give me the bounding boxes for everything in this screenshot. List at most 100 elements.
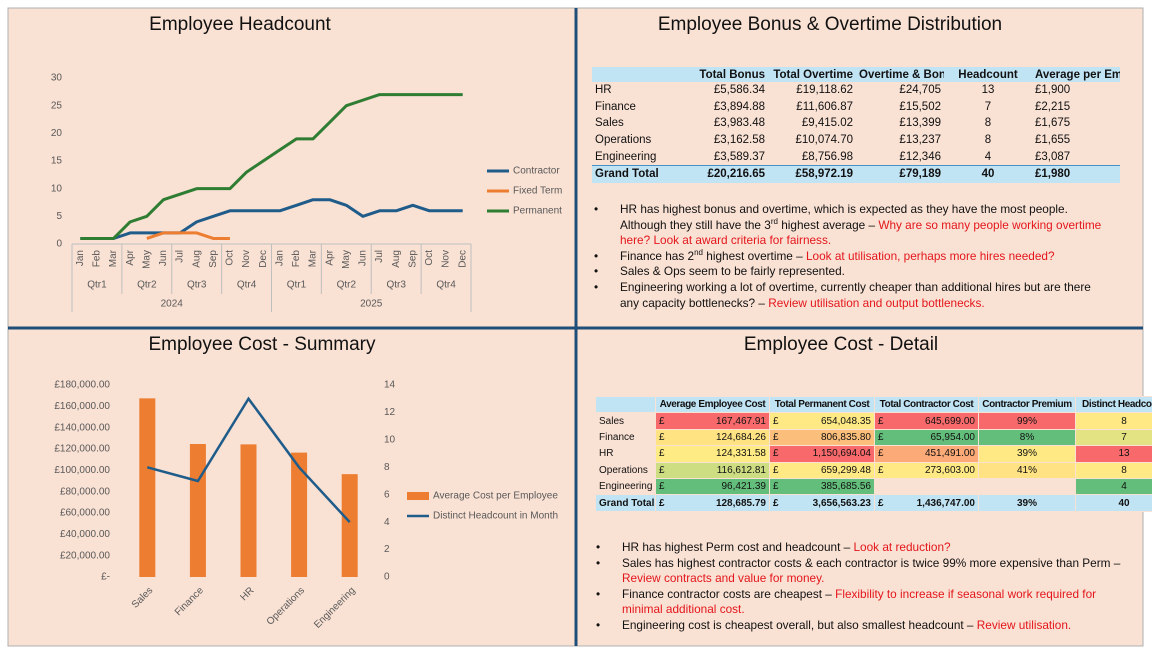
- cell: £5,586.34: [713, 84, 765, 97]
- currency: £: [773, 497, 779, 509]
- x-tick-label: Apr: [125, 249, 136, 265]
- value: 167,467.91: [715, 415, 766, 427]
- cell: £11,606.87: [796, 100, 853, 113]
- x-tick-label: Dec: [258, 250, 269, 268]
- value: 124,684.26: [715, 431, 766, 443]
- currency: £: [878, 448, 884, 460]
- quarter-label: Qtr3: [187, 280, 207, 291]
- cell: 39%: [978, 445, 1076, 463]
- x-tick-label: May: [141, 250, 152, 269]
- y-tick-label: £120,000.00: [54, 444, 110, 455]
- action-text: Look at utilisation, perhaps more hires …: [805, 248, 1055, 263]
- bullet-text: HR has highest Perm cost and headcount –: [622, 540, 854, 554]
- cell: Engineering: [595, 150, 657, 163]
- superscript: rd: [770, 216, 778, 226]
- currency: £: [773, 448, 779, 460]
- x-tick-label: Aug: [391, 250, 402, 268]
- bullet-text: Finance contractor costs are cheapest –: [622, 586, 836, 601]
- cell: £1,980: [1032, 164, 1120, 183]
- cell: £116,612.81: [655, 461, 770, 479]
- value: 13: [1118, 448, 1130, 460]
- cell: £13,237: [899, 134, 941, 147]
- cell: £19,118.62: [796, 84, 853, 97]
- y2-tick-label: 12: [384, 407, 396, 418]
- y-tick-label: £20,000.00: [60, 550, 110, 561]
- panel-title: Employee Bonus & Overtime Distribution: [658, 14, 1002, 35]
- cell: 39%: [978, 494, 1076, 512]
- cell: 8: [1075, 461, 1152, 479]
- value: 99%: [1016, 415, 1037, 427]
- x-tick-label: Dec: [457, 250, 468, 268]
- cell: 99%: [978, 412, 1076, 430]
- bonus-notes: HR has highest bonus and overtime, which…: [592, 202, 1107, 311]
- cell: [874, 477, 979, 496]
- bullet-text: Finance has 2: [620, 248, 695, 263]
- chart-title: Employee Headcount: [149, 14, 331, 35]
- x-tick-label: Oct: [424, 250, 435, 266]
- cell: £2,215: [1035, 100, 1071, 113]
- cell: £1,900: [1035, 84, 1071, 97]
- cell: £124,331.58: [655, 445, 770, 463]
- value: 7: [1121, 431, 1127, 443]
- table-row: Sales £3,983.48 £9,415.02 £13,399 8 £1,675: [592, 115, 1120, 132]
- bullet: Engineering working a lot of overtime, c…: [592, 280, 1107, 311]
- bullet-text: Engineering working a lot of overtime, c…: [620, 279, 1091, 310]
- bullet: HR has highest Perm cost and headcount –…: [594, 540, 1124, 556]
- value: 40: [1118, 497, 1130, 509]
- table-row: HR £5,586.34 £19,118.62 £24,705 13 £1,900: [592, 82, 1120, 99]
- bar: [291, 452, 308, 577]
- total-row: Grand Total £20,216.65 £58,972.19 £79,189 40…: [592, 164, 1120, 183]
- cell: £1,150,694.04: [769, 445, 875, 463]
- y2-tick-label: 0: [384, 572, 390, 583]
- currency: £: [773, 415, 779, 427]
- value: 8%: [1019, 431, 1035, 443]
- x-tick-label: Mar: [108, 249, 119, 267]
- table-row: Finance £3,894.88 £11,606.87 £15,502 7 £2,215: [592, 99, 1120, 116]
- x-tick-label: May: [341, 250, 352, 269]
- y-tick-label: 15: [51, 156, 63, 167]
- chart-title: Employee Cost - Summary: [148, 334, 376, 355]
- y2-tick-label: 10: [384, 434, 396, 445]
- header-cell: Total Contractor Cost: [874, 395, 979, 414]
- cell: £273,603.00: [874, 461, 979, 479]
- cell: £3,656,563.23: [769, 494, 875, 512]
- cell: Operations: [595, 134, 652, 147]
- bullet: Sales & Ops seem to be fairly represente…: [592, 264, 1107, 280]
- value: 451,491.00: [924, 448, 975, 460]
- value: 654,048.35: [820, 415, 871, 427]
- y-tick-label: £80,000.00: [60, 486, 110, 497]
- cell: [978, 477, 1076, 496]
- legend-label: Fixed Term: [513, 186, 562, 197]
- year-label: 2024: [161, 299, 184, 310]
- y-tick-label: £180,000.00: [54, 380, 110, 391]
- action-text: Review utilisation.: [976, 617, 1072, 632]
- row-label: Sales: [595, 412, 656, 430]
- value: 1,436,747.00: [916, 497, 975, 509]
- value: 39%: [1016, 497, 1037, 509]
- cell: £128,685.79: [655, 494, 770, 512]
- bullet-text: highest average –: [777, 217, 879, 232]
- y-tick-label: 0: [56, 239, 62, 250]
- bullet: Engineering cost is cheapest overall, bu…: [594, 618, 1124, 634]
- header-cell: Total Bonus: [680, 67, 768, 82]
- bullet-text: Engineering cost is cheapest overall, bu…: [622, 617, 977, 632]
- y2-tick-label: 4: [384, 517, 390, 528]
- quarter-label: Qtr3: [386, 280, 406, 291]
- cell: £385,685.56: [769, 477, 875, 496]
- currency: £: [878, 464, 884, 476]
- cell: Sales: [595, 117, 624, 130]
- table-row: HR £124,331.58 £1,150,694.04 £451,491.00 39%…: [595, 445, 1152, 463]
- cell: 40: [1075, 494, 1152, 512]
- header-cell: Distinct Headcount: [1075, 395, 1152, 414]
- currency: £: [878, 415, 884, 427]
- action-text: Why are so many people working overtime …: [620, 217, 1102, 248]
- header-row: Average Employee Cost Total Permanent Cos…: [595, 395, 1152, 414]
- value: 96,421.39: [721, 481, 767, 493]
- x-tick-label: Jun: [158, 250, 169, 266]
- x-tick-label: Aug: [191, 250, 202, 268]
- currency: £: [878, 431, 884, 443]
- bullet-text: highest overtime –: [703, 248, 806, 263]
- currency: £: [773, 481, 779, 493]
